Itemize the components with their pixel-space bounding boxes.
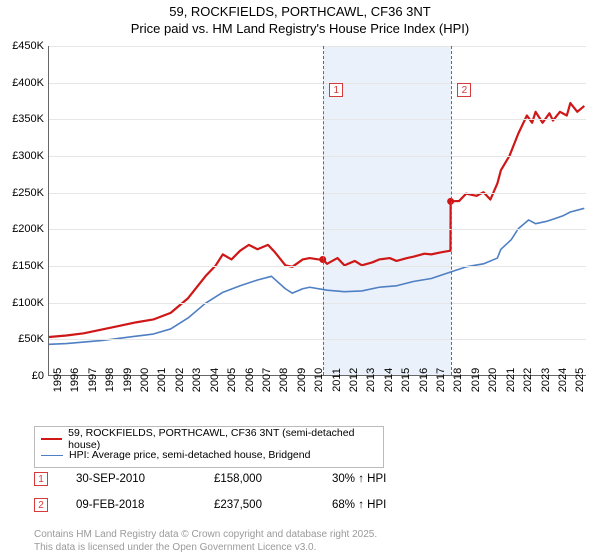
- x-axis-label: 2008: [278, 368, 290, 392]
- y-axis-label: £350K: [2, 113, 44, 125]
- title-line-1: 59, ROCKFIELDS, PORTHCAWL, CF36 3NT: [0, 4, 600, 19]
- x-axis-label: 2009: [296, 368, 308, 392]
- x-axis-label: 2002: [174, 368, 186, 392]
- event-line: [323, 46, 324, 375]
- x-axis-label: 2000: [139, 368, 151, 392]
- x-axis-label: 1996: [69, 368, 81, 392]
- x-axis-label: 1999: [122, 368, 134, 392]
- chart-container: 12 £0£50K£100K£150K£200K£250K£300K£350K£…: [0, 40, 600, 420]
- y-axis-label: £50K: [2, 333, 44, 345]
- sale-row-1: 1 30-SEP-2010 £158,000 30% ↑ HPI: [34, 472, 574, 486]
- x-axis-label: 2010: [313, 368, 325, 392]
- y-axis-label: £400K: [2, 77, 44, 89]
- event-marker: 1: [329, 83, 343, 97]
- gridline: [49, 193, 586, 194]
- x-axis-label: 1997: [87, 368, 99, 392]
- y-axis-label: £450K: [2, 40, 44, 52]
- sale-row-2: 2 09-FEB-2018 £237,500 68% ↑ HPI: [34, 498, 574, 512]
- chart-title: 59, ROCKFIELDS, PORTHCAWL, CF36 3NT Pric…: [0, 0, 600, 36]
- sale-price-2: £237,500: [214, 499, 304, 511]
- x-axis-label: 2022: [522, 368, 534, 392]
- x-axis-label: 2021: [505, 368, 517, 392]
- y-axis-label: £200K: [2, 223, 44, 235]
- gridline: [49, 303, 586, 304]
- gridline: [49, 83, 586, 84]
- gridline: [49, 339, 586, 340]
- sale-marker-1: 1: [34, 472, 48, 486]
- plot-area: 12: [48, 46, 586, 376]
- x-axis-label: 2019: [470, 368, 482, 392]
- x-axis-label: 2006: [244, 368, 256, 392]
- y-axis-label: £0: [2, 370, 44, 382]
- x-axis-label: 2001: [156, 368, 168, 392]
- legend: 59, ROCKFIELDS, PORTHCAWL, CF36 3NT (sem…: [34, 426, 384, 468]
- x-axis-label: 2017: [435, 368, 447, 392]
- x-axis-label: 2018: [452, 368, 464, 392]
- x-axis-label: 2005: [226, 368, 238, 392]
- x-axis-label: 1998: [104, 368, 116, 392]
- y-axis-label: £100K: [2, 297, 44, 309]
- legend-item-price-paid: 59, ROCKFIELDS, PORTHCAWL, CF36 3NT (sem…: [41, 431, 377, 447]
- x-axis-label: 2012: [348, 368, 360, 392]
- chart-svg: [49, 46, 586, 375]
- gridline: [49, 156, 586, 157]
- x-axis-label: 2003: [191, 368, 203, 392]
- y-axis-label: £150K: [2, 260, 44, 272]
- x-axis-label: 2004: [209, 368, 221, 392]
- gridline: [49, 266, 586, 267]
- x-axis-label: 2025: [574, 368, 586, 392]
- x-axis-label: 1995: [52, 368, 64, 392]
- gridline: [49, 119, 586, 120]
- y-axis-label: £250K: [2, 187, 44, 199]
- legend-swatch-hpi: [41, 455, 63, 456]
- attribution: Contains HM Land Registry data © Crown c…: [34, 528, 377, 554]
- sale-delta-2: 68% ↑ HPI: [332, 499, 386, 511]
- legend-label-price-paid: 59, ROCKFIELDS, PORTHCAWL, CF36 3NT (sem…: [68, 427, 377, 451]
- x-axis-label: 2013: [365, 368, 377, 392]
- sale-date-2: 09-FEB-2018: [76, 499, 186, 511]
- legend-label-hpi: HPI: Average price, semi-detached house,…: [69, 449, 310, 461]
- x-axis-label: 2015: [400, 368, 412, 392]
- attribution-line-1: Contains HM Land Registry data © Crown c…: [34, 528, 377, 541]
- event-line: [451, 46, 452, 375]
- sale-marker-2: 2: [34, 498, 48, 512]
- gridline: [49, 46, 586, 47]
- x-axis-label: 2014: [383, 368, 395, 392]
- sale-date-1: 30-SEP-2010: [76, 473, 186, 485]
- x-axis-label: 2007: [261, 368, 273, 392]
- y-axis-label: £300K: [2, 150, 44, 162]
- sale-delta-1: 30% ↑ HPI: [332, 473, 386, 485]
- sale-price-1: £158,000: [214, 473, 304, 485]
- x-axis-label: 2024: [557, 368, 569, 392]
- title-line-2: Price paid vs. HM Land Registry's House …: [0, 21, 600, 36]
- legend-swatch-price-paid: [41, 438, 62, 440]
- event-marker: 2: [457, 83, 471, 97]
- x-axis-label: 2016: [418, 368, 430, 392]
- x-axis-label: 2023: [540, 368, 552, 392]
- x-axis-label: 2011: [331, 368, 343, 392]
- attribution-line-2: This data is licensed under the Open Gov…: [34, 541, 377, 554]
- x-axis-label: 2020: [487, 368, 499, 392]
- gridline: [49, 229, 586, 230]
